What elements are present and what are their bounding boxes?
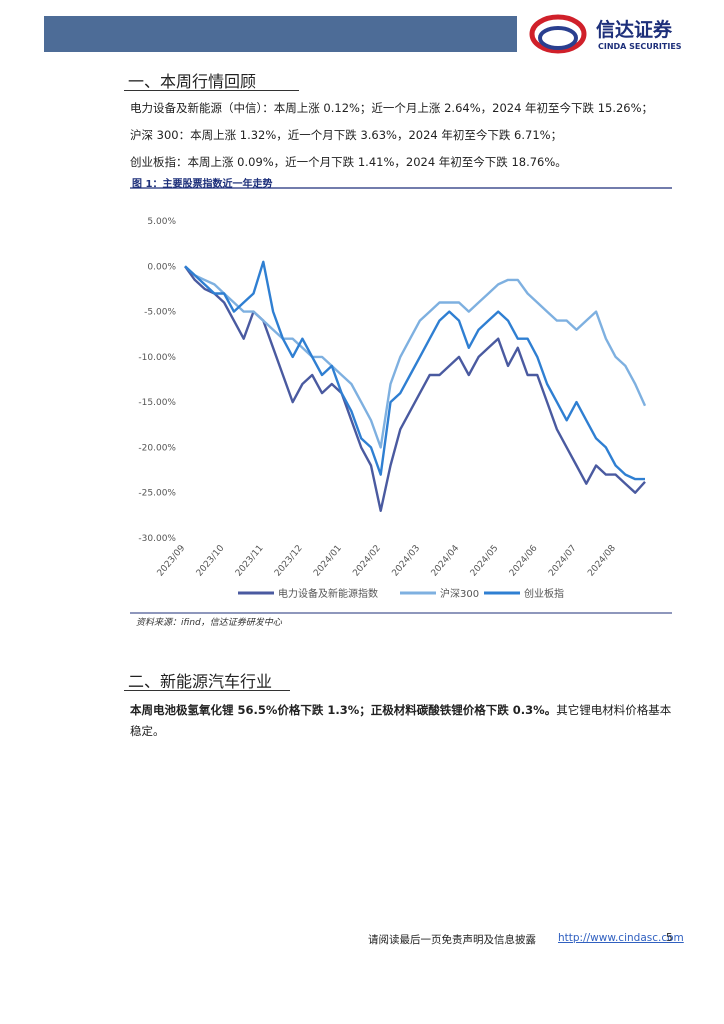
logo-mark (538, 26, 578, 50)
legend-label: 电力设备及新能源指数 (278, 587, 378, 600)
logo-mark (529, 14, 587, 54)
x-tick-label: 2023/09 (156, 543, 188, 578)
y-tick-label: -30.00% (138, 534, 176, 544)
source: 资料来源：ifind，信达证券研发中心 (136, 618, 282, 628)
x-tick-label: 2023/12 (273, 544, 305, 579)
figure-caption: 图 1：主要股票指数近一年走势 (132, 179, 273, 190)
paragraph: 创业板指：本周上涨 0.09%，近一个月下跌 1.41%，2024 年初至今下跌… (130, 155, 567, 169)
y-tick-label: 5.00% (147, 217, 176, 227)
y-tick-label: -5.00% (144, 308, 176, 318)
section-title: 二、新能源汽车行业 (128, 672, 273, 691)
paragraph: 电力设备及新能源（中信）：本周上涨 0.12%；近一个月上涨 2.64%，202… (130, 101, 654, 115)
y-tick-label: -10.00% (138, 353, 176, 363)
y-tick-label: -15.00% (138, 398, 176, 408)
x-tick-label: 2024/02 (351, 544, 383, 579)
x-tick-label: 2024/04 (430, 543, 462, 578)
logo-text: 信达证券 (596, 18, 673, 41)
x-tick-label: 2024/03 (390, 544, 422, 579)
legend-label: 创业板指 (524, 587, 564, 600)
paragraph: 本周电池极氢氧化锂 56.5%价格下跌 1.3%；正极材料碳酸铁锂价格下跌 0.… (130, 700, 675, 742)
chart: 5.00% 0.00% -5.00% -10.00% -15.00% -20.00% -25… (130, 187, 672, 614)
paragraph: 沪深 300：本周上涨 1.32%，近一个月下跌 3.63%，2024 年初至今… (130, 128, 563, 142)
text: 其它锂电材料价格基本稳定。 (130, 703, 672, 738)
legend-label: 沪深300 (440, 587, 479, 600)
header-bar (44, 16, 517, 52)
bold-text: 本周电池极氢氧化锂 56.5%价格下跌 1.3%；正极材料碳酸铁锂价格下跌 0.… (130, 703, 557, 717)
x-tick-label: 2024/08 (586, 543, 618, 578)
y-tick-label: 0.00% (147, 262, 176, 272)
x-tick-label: 2024/01 (312, 544, 344, 579)
x-tick-label: 2024/06 (508, 543, 540, 578)
logo: 信达证券 CINDA SECURITIES (529, 14, 682, 54)
line (184, 260, 645, 481)
underline (124, 90, 299, 91)
page-number: 5 (666, 932, 673, 944)
y-tick-label: -20.00% (138, 443, 176, 453)
link[interactable]: http://www.cindasc.com (558, 932, 684, 944)
section-title: 一、本周行情回顾 (128, 72, 257, 91)
x-tick-label: 2024/05 (469, 544, 501, 579)
x-tick-label: 2023/11 (234, 544, 266, 579)
x-tick-label: 2024/07 (547, 544, 579, 579)
line (184, 265, 646, 512)
disclaimer: 请阅读最后一页免责声明及信息披露 (368, 934, 536, 946)
logo-subtext: CINDA SECURITIES (598, 42, 682, 51)
underline (124, 690, 290, 691)
line (184, 265, 647, 449)
y-tick-label: -25.00% (138, 489, 176, 499)
x-tick-label: 2023/10 (195, 543, 227, 578)
